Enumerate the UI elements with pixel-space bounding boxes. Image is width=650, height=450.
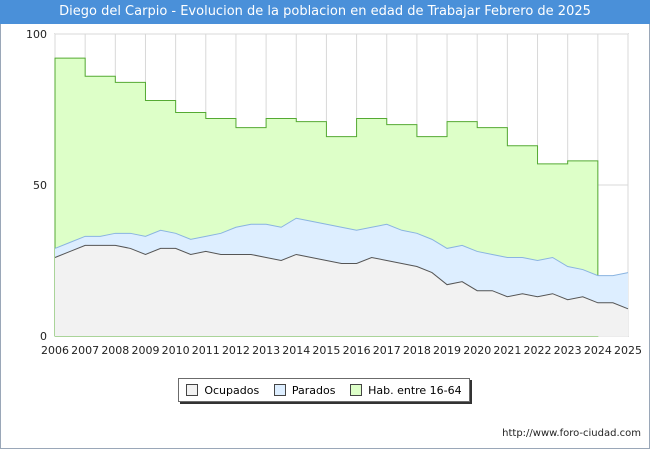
legend-label-parados: Parados <box>291 383 336 397</box>
y-tick-label: 50 <box>33 179 47 192</box>
legend-label-hab: Hab. entre 16-64 <box>368 383 462 397</box>
legend-item-parados: Parados <box>273 383 336 397</box>
x-tick-label: 2008 <box>101 344 129 357</box>
x-tick-label: 2019 <box>433 344 461 357</box>
ocupados-swatch-icon <box>186 384 199 396</box>
legend: Ocupados Parados Hab. entre 16-64 <box>178 378 470 402</box>
legend-label-ocupados: Ocupados <box>204 383 260 397</box>
series-parados-line <box>54 217 629 277</box>
x-tick-label: 2016 <box>343 344 371 357</box>
x-tick-label: 2023 <box>554 344 582 357</box>
x-tick-label: 2020 <box>463 344 491 357</box>
x-tick-label: 2025 <box>614 344 642 357</box>
x-tick-label: 2021 <box>493 344 521 357</box>
x-tick-label: 2017 <box>373 344 401 357</box>
source-link[interactable]: http://www.foro-ciudad.com <box>502 428 641 439</box>
x-tick-label: 2022 <box>524 344 552 357</box>
x-tick-label: 2014 <box>282 344 310 357</box>
series-ocupados-line <box>54 244 629 310</box>
hab-swatch-icon <box>350 384 363 396</box>
parados-swatch-icon <box>273 384 286 396</box>
area-layer <box>54 57 629 337</box>
x-tick-label: 2015 <box>312 344 340 357</box>
x-tick-label: 2009 <box>131 344 159 357</box>
y-tick-label: 100 <box>26 28 47 41</box>
chart-title: Diego del Carpio - Evolucion de la pobla… <box>0 0 650 24</box>
x-tick-label: 2012 <box>222 344 250 357</box>
x-tick-label: 2013 <box>252 344 280 357</box>
x-tick-label: 2006 <box>41 344 69 357</box>
x-tick-label: 2011 <box>192 344 220 357</box>
x-tick-label: 2010 <box>162 344 190 357</box>
legend-item-hab: Hab. entre 16-64 <box>350 384 462 397</box>
series-ocupados-area <box>55 245 628 336</box>
x-tick-label: 2018 <box>403 344 431 357</box>
x-tick-label: 2024 <box>584 344 612 357</box>
y-tick-label: 0 <box>40 330 47 343</box>
legend-item-ocupados: Ocupados <box>186 384 259 397</box>
x-tick-label: 2007 <box>71 344 99 357</box>
